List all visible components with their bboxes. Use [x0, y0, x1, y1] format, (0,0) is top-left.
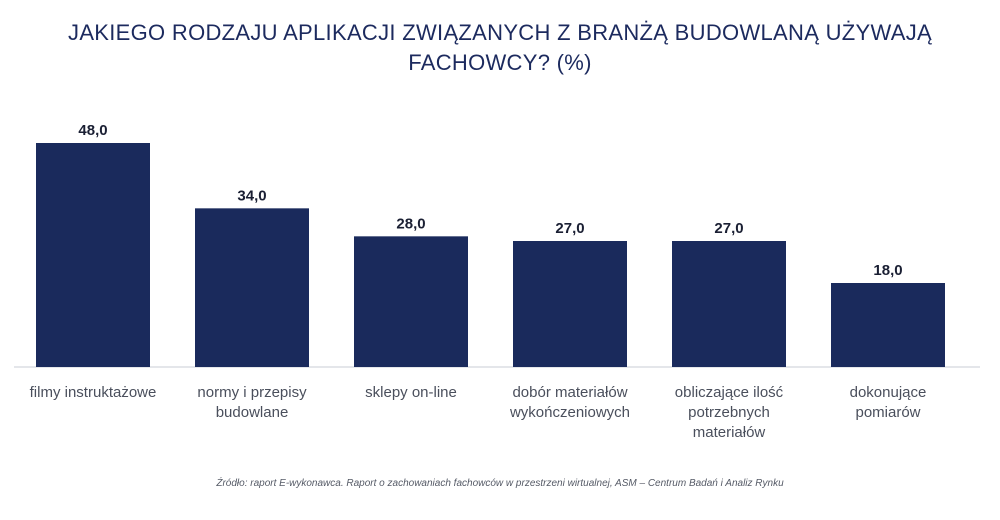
bar-4	[672, 241, 786, 367]
bar-1	[195, 208, 309, 367]
category-label-4: obliczające ilość potrzebnych materiałów	[675, 384, 784, 441]
category-label-line: wykończeniowych	[509, 404, 630, 421]
category-label-line: budowlane	[216, 404, 289, 421]
bar-value-label-3: 27,0	[555, 220, 584, 237]
chart-title: JAKIEGO RODZAJU APLIKACJI ZWIĄZANYCH Z B…	[68, 20, 932, 75]
category-label-line: obliczające ilość	[675, 384, 784, 401]
category-label-2: sklepy on-line	[365, 384, 457, 401]
category-label-line: materiałów	[693, 424, 766, 441]
bar-value-label-2: 28,0	[396, 215, 425, 232]
category-label-line: normy i przepisy	[197, 384, 307, 401]
bar-value-label-5: 18,0	[873, 262, 902, 279]
category-label-3: dobór materiałów wykończeniowych	[509, 384, 630, 421]
bar-5	[831, 283, 945, 367]
category-label-line: pomiarów	[855, 404, 920, 421]
bar-0	[36, 143, 150, 367]
bar-value-label-0: 48,0	[78, 122, 107, 139]
category-label-0: filmy instruktażowe	[30, 384, 157, 401]
category-label-5: dokonujące pomiarów	[850, 384, 927, 421]
category-label-line: filmy instruktażowe	[30, 384, 157, 401]
category-label-line: dokonujące	[850, 384, 927, 401]
bar-value-label-1: 34,0	[237, 187, 266, 204]
bar-2	[354, 236, 468, 367]
category-label-line: sklepy on-line	[365, 384, 457, 401]
category-label-line: potrzebnych	[688, 404, 770, 421]
category-label-1: normy i przepisy budowlane	[197, 384, 307, 421]
source-note: Źródło: raport E-wykonawca. Raport o zac…	[216, 478, 784, 489]
category-label-line: dobór materiałów	[512, 384, 627, 401]
bar-3	[513, 241, 627, 367]
bar-value-label-4: 27,0	[714, 220, 743, 237]
